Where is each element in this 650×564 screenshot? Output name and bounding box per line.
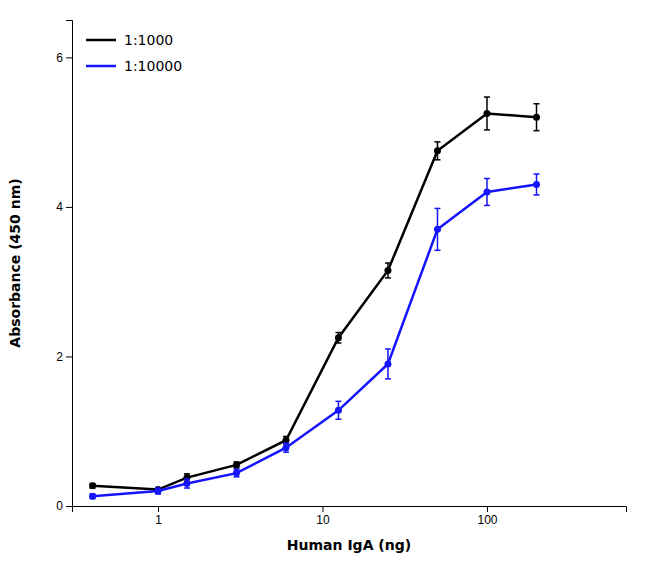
legend: 1:1000 1:10000	[86, 32, 182, 74]
series-line	[93, 113, 537, 489]
x-tick-mark	[158, 506, 159, 512]
error-bar	[434, 208, 440, 250]
x-tick-label: 100	[477, 513, 497, 527]
error-bar-cap	[534, 130, 540, 132]
error-bar	[283, 436, 289, 443]
y-axis-line	[66, 21, 73, 507]
point	[434, 147, 441, 154]
y-tick-mark	[66, 57, 72, 58]
y-tick: 2	[56, 350, 72, 364]
error-bar-cap	[335, 419, 341, 421]
x-axis: 1 10 100	[73, 506, 627, 527]
x-axis-title: Human IgA (ng)	[287, 537, 411, 553]
error-bar-cap	[484, 129, 490, 131]
x-tick-label: 10	[316, 513, 330, 527]
y-axis: 0 2 4 6	[56, 21, 72, 514]
legend-item: 1:1000	[86, 32, 173, 48]
x-tick: 100	[477, 506, 497, 527]
point	[89, 482, 96, 489]
error-bar	[484, 179, 490, 206]
error-bar	[484, 97, 490, 130]
error-bar-cap	[484, 205, 490, 207]
error-bar	[534, 174, 540, 195]
error-bar-cap	[385, 262, 391, 264]
x-tick-mark	[487, 506, 488, 512]
error-bar-cap	[283, 451, 289, 453]
x-tick-mark	[322, 506, 323, 512]
error-bar-cap	[184, 478, 190, 480]
series-line	[93, 184, 537, 496]
y-tick-mark	[66, 356, 72, 357]
point	[283, 437, 290, 444]
x-tick-label: 1	[155, 513, 162, 527]
error-bar	[385, 263, 391, 278]
point	[283, 444, 290, 451]
y-tick: 4	[56, 200, 72, 214]
chart: 1 10 100 0 2 4 6 1:1000 1:10000 Human IgA (ng) Abs…	[0, 0, 650, 564]
error-bar	[155, 488, 161, 494]
plot-area: 1 10 100 0 2 4 6 1:1000 1:10000	[56, 21, 626, 527]
x-tick: 10	[316, 506, 330, 527]
y-tick: 6	[56, 51, 72, 65]
error-bar	[385, 349, 391, 379]
point	[233, 461, 240, 468]
error-bar-cap	[484, 178, 490, 180]
error-bar	[233, 462, 239, 468]
point	[384, 360, 391, 367]
legend-swatch	[86, 39, 116, 42]
error-bar-cap	[434, 159, 440, 161]
x-axis-line	[73, 507, 627, 513]
y-tick-label: 6	[56, 51, 63, 65]
point	[533, 181, 540, 188]
series	[89, 174, 540, 500]
point	[89, 493, 96, 500]
point	[335, 334, 342, 341]
point	[183, 480, 190, 487]
error-bar-cap	[534, 103, 540, 105]
y-tick: 0	[56, 499, 72, 513]
error-bar	[534, 104, 540, 131]
error-bar-cap	[283, 442, 289, 444]
series	[89, 97, 540, 493]
error-bar	[335, 333, 341, 343]
x-tick: 1	[155, 506, 162, 527]
point	[233, 470, 240, 477]
error-bar	[434, 142, 440, 160]
error-bar-cap	[335, 332, 341, 334]
point	[483, 110, 490, 117]
error-bar-cap	[534, 173, 540, 175]
error-bar-cap	[335, 342, 341, 344]
legend-item: 1:10000	[86, 58, 182, 74]
error-bar	[184, 479, 190, 488]
error-bar-cap	[484, 96, 490, 98]
error-bar	[233, 469, 239, 476]
y-tick-label: 0	[56, 499, 63, 513]
y-axis-title: Absorbance (450 nm)	[7, 178, 23, 347]
error-bar-cap	[385, 378, 391, 380]
marks	[89, 97, 540, 500]
point	[483, 188, 490, 195]
point	[335, 407, 342, 414]
error-bar	[335, 401, 341, 419]
error-bar-cap	[434, 208, 440, 210]
legend-swatch	[86, 65, 116, 68]
legend-label: 1:1000	[124, 32, 173, 48]
y-tick-mark	[66, 207, 72, 208]
point	[434, 226, 441, 233]
error-bar	[283, 443, 289, 452]
error-bar-cap	[434, 250, 440, 252]
legend-label: 1:10000	[124, 58, 182, 74]
point	[384, 267, 391, 274]
error-bar-cap	[184, 487, 190, 489]
error-bar-cap	[385, 277, 391, 279]
error-bar-cap	[434, 141, 440, 143]
point	[533, 114, 540, 121]
error-bar-cap	[534, 194, 540, 196]
y-tick-label: 2	[56, 350, 63, 364]
y-tick-label: 4	[56, 200, 63, 214]
y-tick-mark	[66, 506, 72, 507]
error-bar-cap	[385, 348, 391, 350]
point	[155, 488, 162, 495]
error-bar-cap	[335, 401, 341, 403]
